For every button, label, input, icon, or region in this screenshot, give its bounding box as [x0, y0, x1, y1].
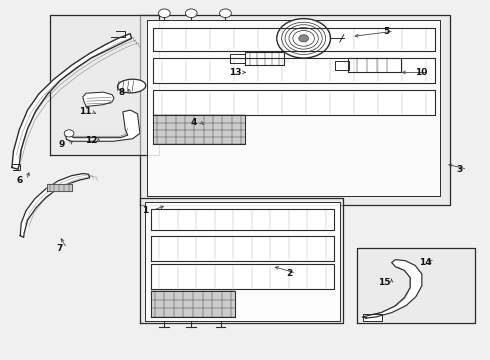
Polygon shape	[363, 315, 382, 320]
Text: 8: 8	[119, 87, 125, 96]
Polygon shape	[362, 260, 422, 318]
Polygon shape	[245, 51, 284, 65]
Polygon shape	[65, 110, 140, 141]
Polygon shape	[20, 174, 90, 237]
Polygon shape	[151, 209, 334, 230]
Text: 1: 1	[142, 206, 148, 215]
Polygon shape	[147, 21, 441, 196]
Text: 7: 7	[56, 244, 63, 253]
Polygon shape	[151, 264, 334, 289]
Circle shape	[185, 9, 197, 18]
Polygon shape	[153, 28, 435, 51]
Polygon shape	[151, 235, 334, 261]
Text: 10: 10	[415, 68, 427, 77]
Polygon shape	[49, 15, 159, 155]
Polygon shape	[153, 58, 435, 83]
Text: 5: 5	[384, 27, 390, 36]
Text: 3: 3	[457, 165, 463, 174]
Text: 11: 11	[79, 107, 92, 116]
Text: 13: 13	[229, 68, 242, 77]
Polygon shape	[335, 61, 348, 69]
Circle shape	[277, 19, 331, 58]
Text: 4: 4	[191, 118, 197, 127]
Circle shape	[159, 9, 170, 18]
Polygon shape	[83, 92, 114, 107]
Text: 2: 2	[286, 269, 292, 278]
Polygon shape	[347, 58, 401, 72]
Polygon shape	[140, 198, 343, 323]
Circle shape	[299, 35, 309, 42]
Polygon shape	[140, 15, 450, 205]
Polygon shape	[153, 90, 435, 116]
Polygon shape	[151, 291, 235, 317]
Circle shape	[220, 9, 231, 18]
Text: 15: 15	[378, 278, 391, 287]
Polygon shape	[357, 248, 475, 323]
Polygon shape	[12, 34, 132, 169]
Text: 6: 6	[16, 176, 23, 185]
Polygon shape	[145, 202, 340, 320]
Text: 12: 12	[85, 136, 98, 145]
Polygon shape	[153, 116, 245, 144]
Polygon shape	[230, 54, 245, 63]
Ellipse shape	[118, 79, 146, 93]
Circle shape	[64, 130, 74, 137]
Polygon shape	[47, 184, 72, 192]
Text: 9: 9	[59, 140, 65, 149]
Text: 14: 14	[419, 258, 432, 267]
